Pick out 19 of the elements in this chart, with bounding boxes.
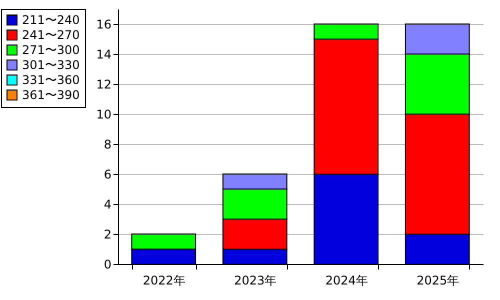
x-tick-label: 2022年 <box>142 274 186 288</box>
y-tick-label: 12 <box>96 78 112 92</box>
y-tick-label: 0 <box>104 258 112 272</box>
legend-label: 271〜300 <box>22 43 80 57</box>
x-tick-label: 2023年 <box>234 274 277 288</box>
x-tick-label: 2025年 <box>416 274 460 288</box>
y-tick-label: 2 <box>104 228 112 242</box>
y-tick-label: 6 <box>104 168 112 182</box>
y-tick-label: 8 <box>104 138 112 152</box>
y-tick-label: 10 <box>96 108 112 122</box>
y-tick-label: 16 <box>96 18 112 32</box>
legend-label: 361〜390 <box>22 88 80 102</box>
legend-label: 211〜240 <box>22 13 80 27</box>
x-tick-label: 2024年 <box>325 274 368 288</box>
y-tick-label: 4 <box>104 198 112 212</box>
legend-label: 241〜270 <box>22 28 80 42</box>
y-tick-label: 14 <box>96 48 112 62</box>
legend-label: 331〜360 <box>22 73 80 87</box>
legend-label: 301〜330 <box>22 58 80 72</box>
